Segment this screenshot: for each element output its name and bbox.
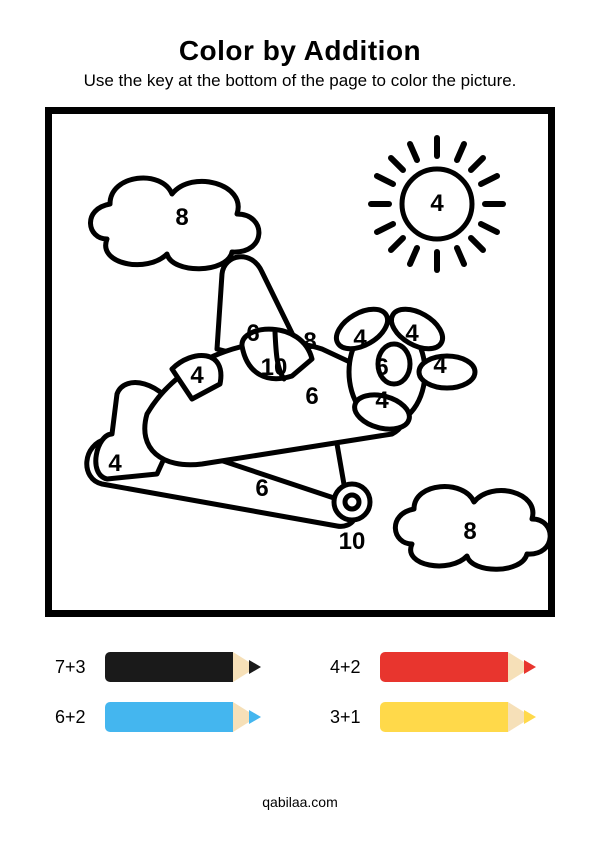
key-equation: 6+2 (55, 707, 91, 728)
key-item: 7+3 (55, 652, 270, 682)
region-number: 4 (353, 325, 366, 353)
region-number: 10 (339, 528, 366, 556)
region-number: 4 (405, 320, 418, 348)
region-number: 10 (261, 354, 288, 382)
key-item: 4+2 (330, 652, 545, 682)
key-item: 3+1 (330, 702, 545, 732)
key-equation: 3+1 (330, 707, 366, 728)
region-number: 4 (190, 362, 203, 390)
key-item: 6+2 (55, 702, 270, 732)
color-key: 7+3 4+2 6+2 3+1 (45, 652, 555, 732)
page-title: Color by Addition (179, 35, 421, 67)
region-number: 8 (463, 518, 476, 546)
region-number: 4 (108, 450, 121, 478)
pencil-icon (105, 652, 265, 682)
region-number: 8 (303, 328, 316, 356)
region-number: 4 (430, 190, 443, 218)
footer-credit: qabilaa.com (0, 794, 600, 810)
region-number: 4 (375, 387, 388, 415)
pencil-icon (380, 702, 540, 732)
region-number: 6 (305, 383, 318, 411)
region-number: 4 (433, 352, 446, 380)
region-number: 6 (375, 354, 388, 382)
region-number: 8 (175, 204, 188, 232)
page-subtitle: Use the key at the bottom of the page to… (84, 71, 517, 91)
key-equation: 7+3 (55, 657, 91, 678)
region-number: 6 (246, 320, 259, 348)
region-number: 6 (255, 475, 268, 503)
pencil-icon (380, 652, 540, 682)
key-equation: 4+2 (330, 657, 366, 678)
pencil-icon (105, 702, 265, 732)
coloring-frame: 846810466444446108 (45, 107, 555, 617)
